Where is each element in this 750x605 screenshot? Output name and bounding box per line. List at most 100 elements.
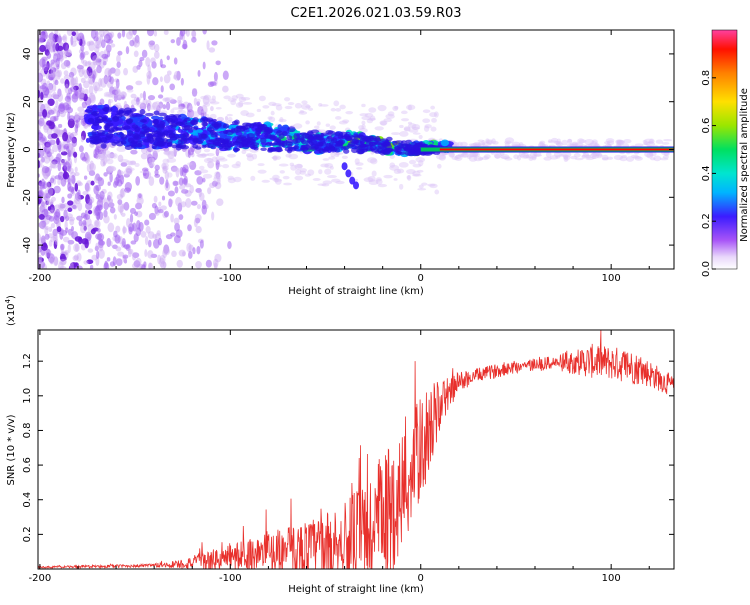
noise-blob <box>42 64 49 72</box>
noise-blob <box>68 216 75 222</box>
trace-edge-blob <box>231 120 239 125</box>
noise-blob <box>138 221 144 232</box>
noise-blob <box>96 199 104 208</box>
noise-blob <box>52 94 60 100</box>
halo-blob <box>408 159 417 165</box>
noise-blob <box>173 70 181 81</box>
noise-blob <box>121 212 126 217</box>
halo-blob <box>125 160 134 166</box>
noise-blob <box>135 80 143 86</box>
noise-blob <box>74 123 79 134</box>
trace-edge-blob <box>308 134 314 141</box>
noise-blob <box>181 189 189 194</box>
noise-blob <box>130 93 137 99</box>
halo-blob <box>385 113 395 119</box>
noise-blob <box>120 162 128 167</box>
noise-blob <box>103 33 111 44</box>
noise-blob <box>64 78 70 89</box>
noise-blob <box>67 207 73 213</box>
noise-blob <box>56 69 62 78</box>
noise-blob <box>202 61 206 70</box>
halo-blob <box>241 149 247 155</box>
noise-blob <box>76 265 83 269</box>
noise-blob <box>126 217 131 228</box>
noise-blob <box>106 194 112 201</box>
halo-blob <box>241 96 251 101</box>
noise-blob <box>38 61 42 71</box>
trace-edge-blob <box>156 141 164 147</box>
noise-blob <box>151 61 157 69</box>
noise-blob <box>88 92 96 102</box>
noise-blob <box>133 37 138 47</box>
noise-blob <box>214 253 222 263</box>
halo-blob <box>257 169 267 174</box>
noise-blob <box>59 266 67 269</box>
noise-blob <box>56 35 63 44</box>
halo-blob <box>324 162 334 169</box>
noise-blob <box>125 165 133 176</box>
spectrogram-y-tick-label: -20 <box>22 189 33 205</box>
trace-edge-blob <box>123 125 131 130</box>
trace-edge-blob <box>313 133 320 137</box>
noise-blob <box>117 170 124 176</box>
halo-blob <box>451 156 459 161</box>
halo-blob <box>491 138 496 145</box>
noise-blob <box>135 175 141 186</box>
noise-blob <box>115 78 120 89</box>
noise-blob <box>139 92 144 99</box>
noise-blob <box>70 174 76 185</box>
halo-blob <box>162 97 168 102</box>
trace-blob <box>235 131 243 136</box>
trace-edge-blob <box>192 144 199 149</box>
noise-blob <box>59 258 67 266</box>
noise-blob <box>40 91 44 100</box>
noise-blob <box>43 146 47 153</box>
halo-blob <box>355 162 364 166</box>
noise-blob <box>194 170 202 176</box>
halo-blob <box>109 166 117 171</box>
halo-blob <box>200 95 207 100</box>
noise-blob <box>108 70 112 78</box>
trace-edge-blob <box>156 125 165 131</box>
halo-blob <box>119 159 129 163</box>
halo-blob <box>215 156 226 161</box>
halo-blob <box>103 94 114 98</box>
halo-blob <box>398 162 409 168</box>
halo-blob <box>437 163 442 169</box>
trace-blob <box>85 137 90 143</box>
halo-blob <box>555 155 561 159</box>
noise-blob <box>78 33 83 39</box>
colorbar-ticks: 0.0 0.2 0.4 0.6 0.8 <box>701 70 716 277</box>
halo-blob <box>548 144 556 148</box>
noise-blob <box>195 225 202 234</box>
noise-blob <box>190 200 198 206</box>
halo-blob <box>322 180 333 185</box>
noise-blob <box>215 60 221 66</box>
halo-blob <box>130 99 137 106</box>
halo-blob <box>261 179 270 183</box>
halo-blob <box>235 161 241 167</box>
noise-blob <box>179 184 186 190</box>
halo-blob <box>115 89 122 96</box>
trace-edge-blob <box>159 120 165 126</box>
noise-blob <box>61 158 65 164</box>
noise-blob <box>83 214 91 220</box>
noise-blob <box>195 187 202 193</box>
halo-blob <box>483 154 491 159</box>
trace-edge-blob <box>143 138 151 143</box>
halo-blob <box>333 100 340 107</box>
noise-blob <box>55 238 59 245</box>
noise-blob <box>78 82 82 93</box>
halo-blob <box>485 138 490 144</box>
halo-blob <box>399 130 409 137</box>
halo-blob <box>328 156 336 160</box>
noise-blob <box>60 203 65 209</box>
halo-blob <box>618 140 625 146</box>
halo-blob <box>438 155 446 161</box>
noise-blob <box>39 58 43 68</box>
noise-blob <box>83 69 90 79</box>
halo-blob <box>335 116 342 120</box>
halo-blob <box>231 95 238 101</box>
noise-blob <box>49 258 54 265</box>
